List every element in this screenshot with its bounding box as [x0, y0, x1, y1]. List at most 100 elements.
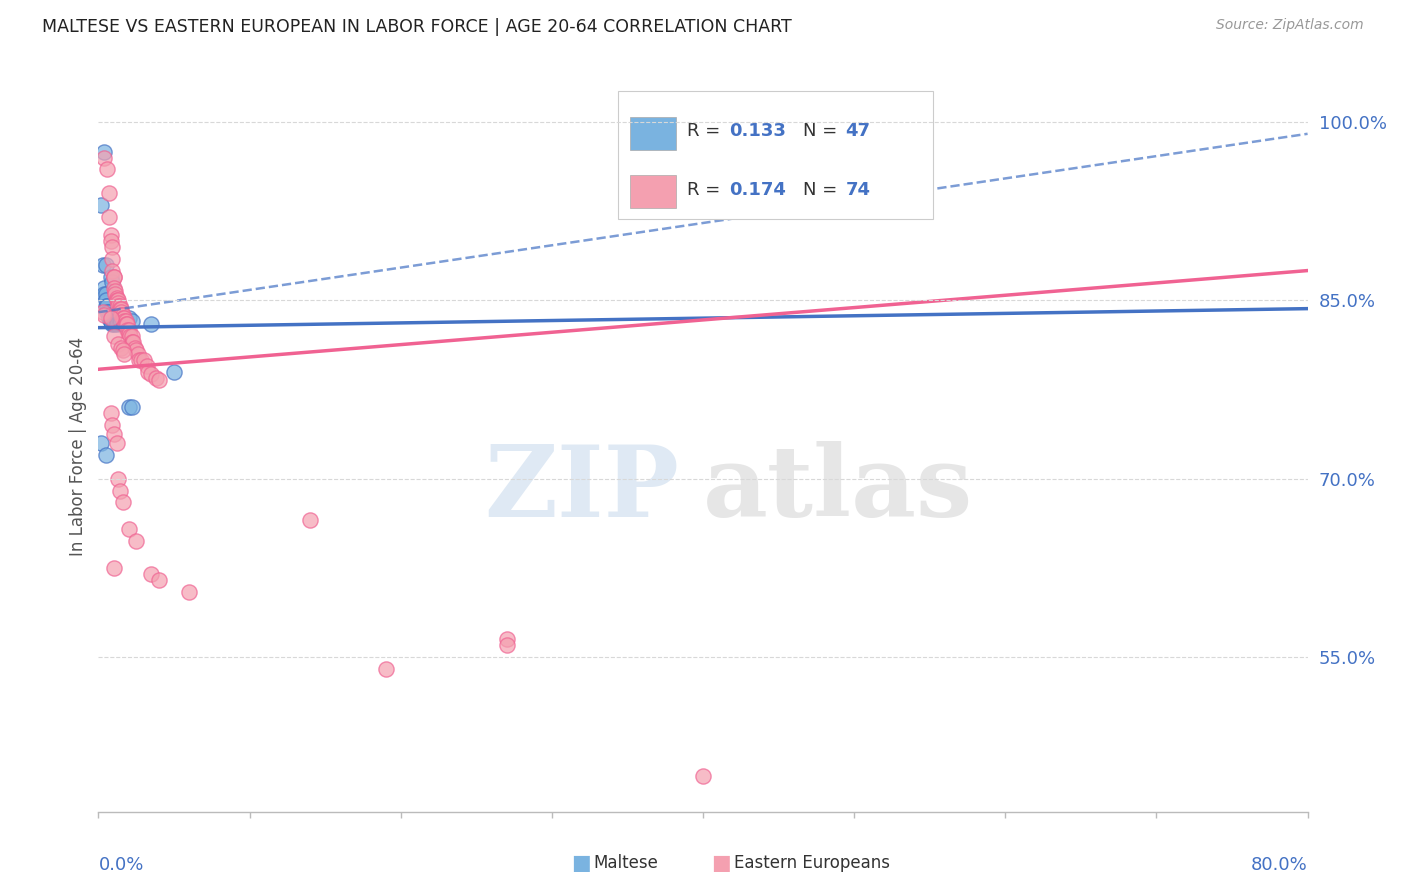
Point — [98, 210, 121, 224]
Point — [148, 373, 170, 387]
Text: N =: N = — [803, 122, 844, 140]
FancyBboxPatch shape — [619, 91, 932, 219]
Point — [128, 352, 150, 367]
Point — [115, 323, 138, 337]
Point — [105, 313, 128, 327]
Point — [127, 347, 149, 361]
Text: atlas: atlas — [703, 442, 973, 539]
Point — [96, 162, 118, 177]
Point — [105, 291, 128, 305]
Point — [135, 359, 157, 373]
Point — [103, 269, 125, 284]
Text: 0.174: 0.174 — [730, 181, 786, 199]
Text: N =: N = — [803, 181, 844, 199]
Point — [94, 293, 117, 308]
Point — [100, 406, 122, 420]
Point — [104, 316, 127, 330]
Point — [495, 638, 517, 652]
Point — [111, 343, 134, 358]
Point — [105, 316, 128, 330]
Point — [101, 418, 124, 433]
Point — [141, 566, 163, 581]
Point — [100, 311, 122, 326]
Point — [105, 317, 128, 331]
Point — [100, 227, 122, 242]
Point — [110, 341, 132, 355]
Point — [132, 352, 155, 367]
Point — [121, 401, 143, 415]
Point — [100, 234, 122, 248]
Point — [90, 198, 112, 212]
Point — [112, 311, 135, 326]
Point — [107, 337, 129, 351]
Point — [101, 263, 124, 277]
Point — [101, 317, 124, 331]
Point — [107, 299, 129, 313]
Point — [94, 299, 117, 313]
Point — [121, 329, 143, 343]
Point — [110, 305, 132, 319]
Point — [100, 269, 122, 284]
Text: R =: R = — [688, 122, 727, 140]
Point — [114, 313, 136, 327]
Point — [122, 334, 145, 349]
Point — [101, 315, 124, 329]
Point — [93, 287, 115, 301]
Point — [111, 308, 134, 322]
Point — [141, 317, 163, 331]
Point — [101, 252, 124, 266]
Point — [93, 281, 115, 295]
Point — [104, 287, 127, 301]
Point — [94, 258, 117, 272]
Bar — [630, 117, 676, 150]
Point — [125, 343, 148, 358]
Point — [103, 426, 125, 441]
Text: Maltese: Maltese — [593, 854, 658, 871]
Point — [103, 315, 125, 329]
Point — [100, 313, 122, 327]
Point — [118, 522, 141, 536]
Point — [101, 240, 124, 254]
Point — [112, 313, 135, 327]
Point — [114, 317, 136, 331]
Point — [299, 513, 322, 527]
Point — [115, 317, 138, 331]
Point — [107, 472, 129, 486]
Point — [112, 311, 135, 326]
Point — [495, 632, 517, 647]
Bar — [630, 176, 676, 209]
Point — [104, 313, 127, 327]
Point — [110, 301, 132, 316]
Point — [125, 533, 148, 548]
Text: MALTESE VS EASTERN EUROPEAN IN LABOR FORCE | AGE 20-64 CORRELATION CHART: MALTESE VS EASTERN EUROPEAN IN LABOR FOR… — [42, 18, 792, 36]
Point — [101, 276, 124, 290]
Point — [163, 365, 186, 379]
Point — [107, 293, 129, 308]
Point — [111, 311, 134, 326]
Point — [107, 313, 129, 327]
Point — [136, 365, 159, 379]
Point — [91, 258, 114, 272]
Point — [108, 483, 131, 498]
Point — [111, 495, 134, 509]
Point — [121, 334, 143, 349]
Point — [94, 287, 117, 301]
Text: ■: ■ — [571, 853, 591, 872]
Point — [120, 329, 142, 343]
Point — [104, 284, 127, 298]
Point — [129, 352, 152, 367]
Text: 47: 47 — [845, 122, 870, 140]
Point — [107, 316, 129, 330]
Point — [93, 308, 115, 322]
Point — [103, 329, 125, 343]
Point — [148, 573, 170, 587]
Point — [112, 347, 135, 361]
Point — [91, 305, 114, 319]
Point — [110, 308, 132, 322]
Point — [96, 305, 118, 319]
Point — [108, 301, 131, 316]
Point — [98, 186, 121, 201]
Point — [103, 317, 125, 331]
Point — [103, 281, 125, 295]
Point — [98, 305, 121, 319]
